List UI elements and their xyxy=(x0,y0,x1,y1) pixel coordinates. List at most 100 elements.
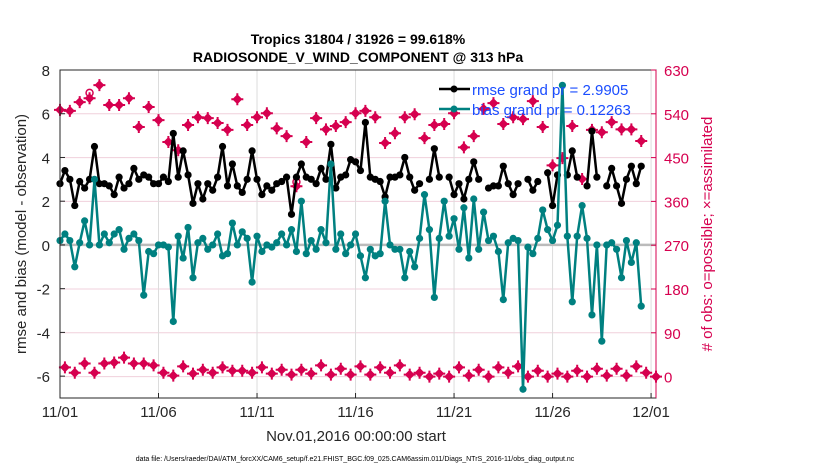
y-tick-label-right: 540 xyxy=(664,107,689,124)
rmse-point xyxy=(568,147,576,155)
bias-point xyxy=(489,232,498,240)
bias-point xyxy=(342,250,350,258)
x-tick-label: 11/06 xyxy=(140,404,176,421)
bias-point xyxy=(140,291,148,299)
obs-assimilated-marker xyxy=(595,126,608,139)
rmse-point xyxy=(322,175,330,183)
obs-assimilated-marker xyxy=(571,364,584,377)
bias-point xyxy=(519,385,527,393)
rmse-point xyxy=(612,182,621,190)
obs-assimilated-marker xyxy=(63,104,76,117)
obs-assimilated-marker xyxy=(73,96,86,109)
rmse-point xyxy=(415,180,424,188)
rmse-point xyxy=(524,175,532,183)
obs-assimilated-marker xyxy=(403,368,416,381)
obs-assimilated-marker xyxy=(118,351,131,364)
rmse-point xyxy=(351,158,360,166)
obs-assimilated-marker xyxy=(462,369,475,382)
rmse-point xyxy=(386,173,394,181)
obs-assimilated-marker xyxy=(423,370,436,383)
bias-point xyxy=(100,230,108,238)
data-file-footnote: data file: /Users/raeder/DAI/ATM_forcXX/… xyxy=(136,456,575,463)
bias-point xyxy=(593,241,601,249)
obs-assimilated-marker xyxy=(260,107,273,120)
rmse-point xyxy=(238,188,246,197)
obs-assimilated-marker xyxy=(108,356,121,369)
bias-point xyxy=(154,241,163,249)
bias-point xyxy=(524,243,532,251)
rmse-point xyxy=(292,173,301,181)
bias-point xyxy=(110,230,118,238)
bias-point xyxy=(71,263,79,271)
bias-point xyxy=(95,241,104,249)
rmse-point xyxy=(406,173,414,181)
obs-assimilated-marker xyxy=(300,136,313,149)
obs-assimilated-marker xyxy=(561,370,574,383)
bias-point xyxy=(243,234,251,242)
obs-assimilated-marker xyxy=(492,361,505,374)
rmse-point xyxy=(263,182,271,190)
y-tick-label-left: 4 xyxy=(42,150,50,167)
obs-assimilated-marker xyxy=(536,120,549,133)
rmse-point xyxy=(356,166,365,175)
obs-assimilated-marker xyxy=(186,367,199,380)
y-tick-label-right: 360 xyxy=(664,194,689,211)
obs-assimilated-marker xyxy=(576,173,589,186)
obs-assimilated-marker xyxy=(127,357,140,370)
obs-assimilated-marker xyxy=(443,370,456,383)
obs-assimilated-marker xyxy=(472,363,485,376)
bias-point xyxy=(214,230,222,238)
bias-point xyxy=(460,204,468,212)
rmse-point xyxy=(588,127,596,135)
x-tick-label: 11/16 xyxy=(337,404,373,421)
obs-assimilated-marker xyxy=(285,368,298,381)
rmse-point xyxy=(125,180,133,188)
obs-assimilated-marker xyxy=(68,366,81,379)
legend-rmse-label: rmse grand pr = 2.9905 xyxy=(472,82,628,99)
obs-assimilated-marker xyxy=(467,130,480,143)
obs-assimilated-marker xyxy=(221,123,234,136)
obs-assimilated-marker xyxy=(275,363,288,376)
obs-assimilated-marker xyxy=(270,122,283,135)
obs-assimilated-marker xyxy=(364,368,377,381)
obs-assimilated-marker xyxy=(408,108,421,121)
rmse-point xyxy=(637,162,645,170)
obs-assimilated-marker xyxy=(113,99,126,112)
obs-assimilated-marker xyxy=(329,119,342,132)
bias-point xyxy=(396,245,404,253)
obs-assimilated-marker xyxy=(610,362,623,375)
obs-assimilated-marker xyxy=(147,359,160,372)
bias-point xyxy=(470,195,478,203)
obs-assimilated-marker xyxy=(132,120,145,133)
rmse-point xyxy=(223,182,232,190)
bias-point xyxy=(209,241,217,249)
rmse-point xyxy=(179,147,187,155)
obs-assimilated-marker xyxy=(413,366,426,379)
legend: rmse grand pr = 2.9905 bias grand pr = 0… xyxy=(439,82,631,119)
obs-possible-marker xyxy=(85,88,94,98)
obs-assimilated-marker xyxy=(640,366,653,379)
rmse-point xyxy=(174,173,182,181)
bias-point xyxy=(588,311,596,319)
obs-assimilated-marker xyxy=(600,369,613,382)
obs-assimilated-marker xyxy=(625,123,638,136)
rmse-point xyxy=(460,195,468,203)
rmse-point xyxy=(66,175,74,183)
bias-point xyxy=(125,234,133,242)
obs-assimilated-marker xyxy=(418,132,431,145)
obs-assimilated-marker xyxy=(517,113,530,126)
rmse-point xyxy=(209,186,217,194)
obs-assimilated-marker xyxy=(339,116,352,129)
obs-assimilated-marker xyxy=(457,141,470,154)
bias-point xyxy=(169,317,177,326)
bias-point xyxy=(61,230,69,238)
obs-assimilated-marker xyxy=(354,360,367,373)
obs-assimilated-marker xyxy=(482,370,495,383)
rmse-point xyxy=(494,182,502,190)
bias-point xyxy=(258,247,266,256)
obs-assimilated-marker xyxy=(502,366,515,379)
bias-point xyxy=(317,226,325,234)
bias-point xyxy=(494,247,502,256)
rmse-point xyxy=(327,140,335,148)
bias-point xyxy=(386,241,394,249)
